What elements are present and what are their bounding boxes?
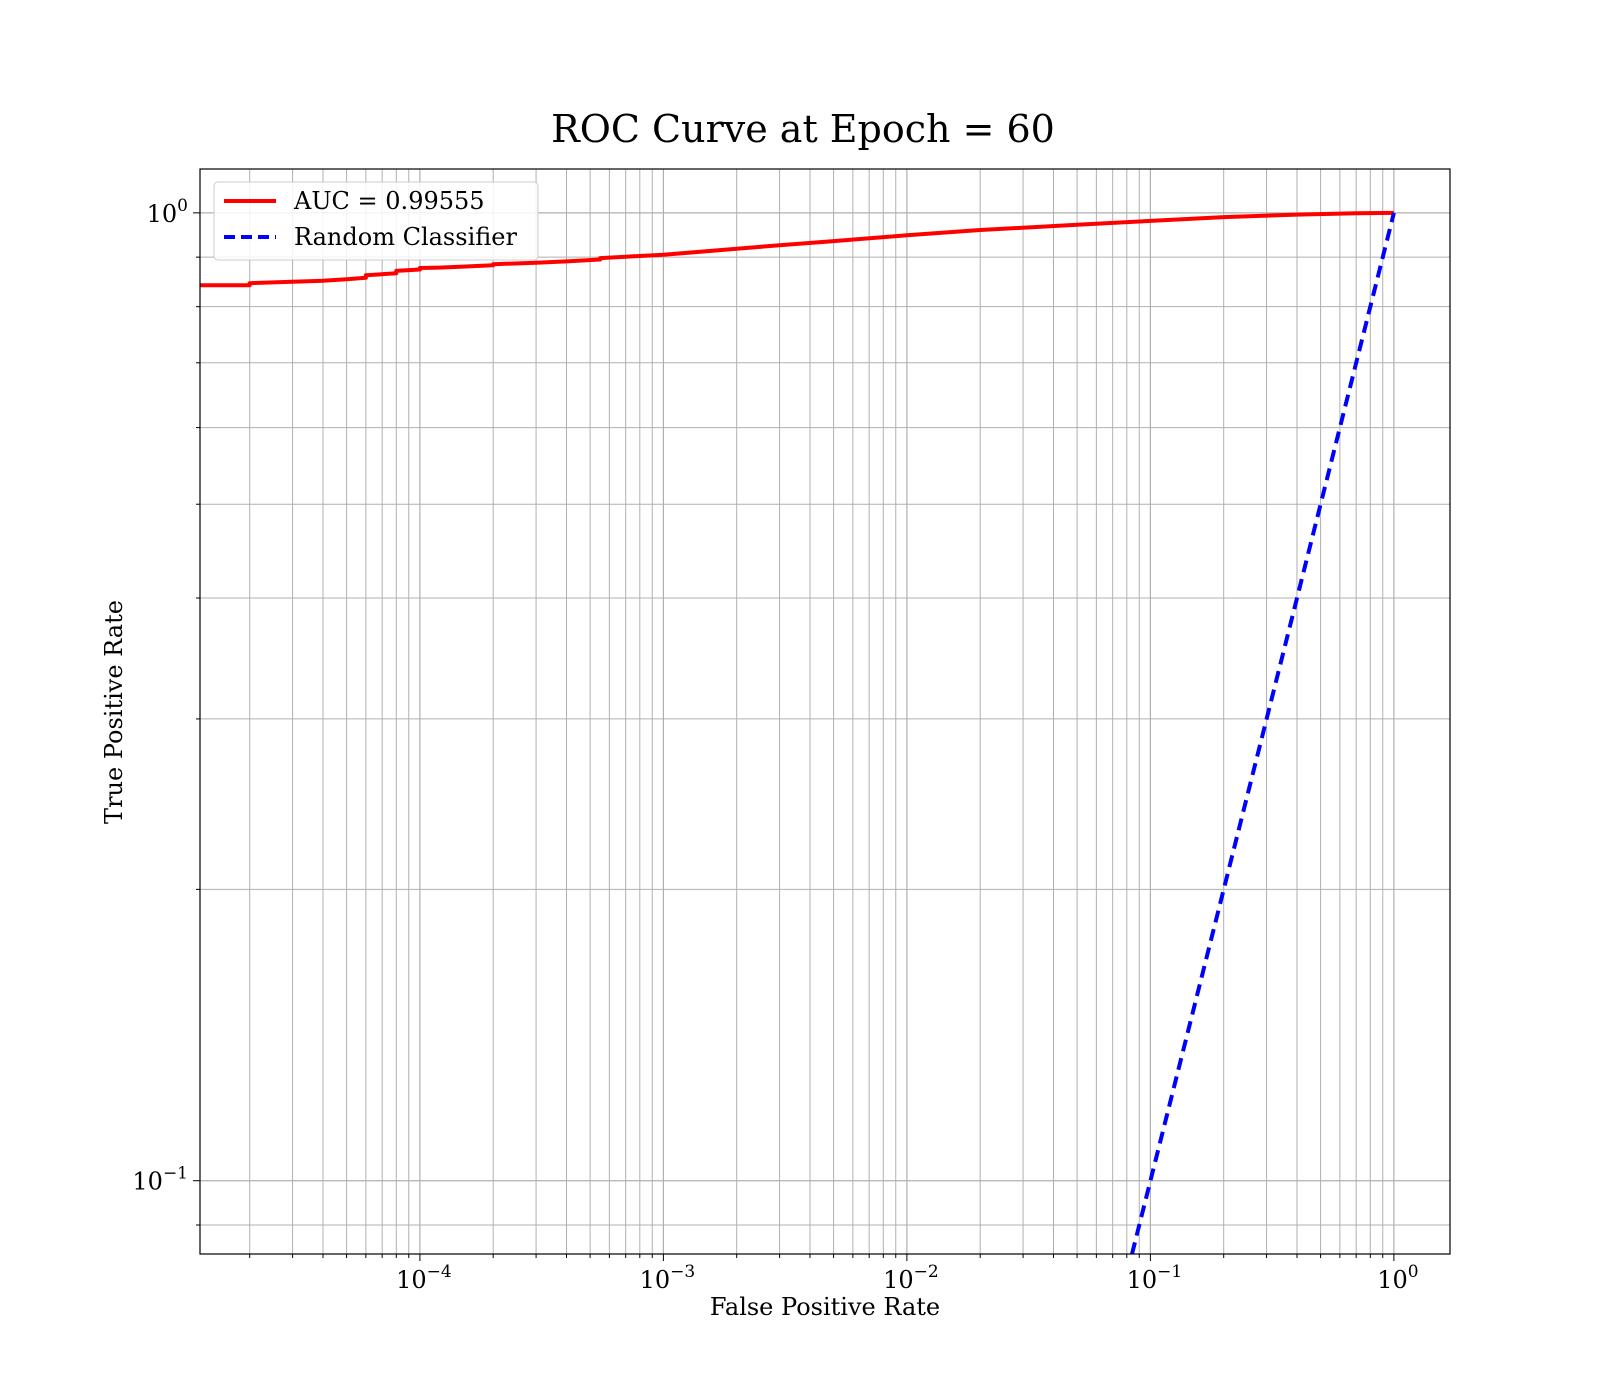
legend-box [213, 181, 539, 261]
y-tick-label: 100 [147, 196, 188, 228]
legend-label-random: Random Classifier [294, 223, 517, 251]
x-tick-label: 10−2 [883, 1262, 939, 1294]
legend-label-auc: AUC = 0.99555 [293, 187, 485, 215]
legend: AUC = 0.99555 Random Classifier [213, 181, 539, 261]
series-layer [200, 210, 1396, 1254]
random-classifier-line [1130, 212, 1396, 1254]
chart-title: ROC Curve at Epoch = 60 [551, 107, 1055, 151]
x-tick-label: 10−1 [1127, 1262, 1183, 1294]
x-tick-label: 10−3 [640, 1262, 696, 1294]
plot-frame [199, 168, 1451, 1255]
x-tick-label: 100 [1377, 1262, 1418, 1294]
x-tick-label: 10−4 [396, 1262, 452, 1294]
tick-marks [193, 212, 1395, 1261]
roc-curve-line [200, 210, 1394, 288]
y-axis-label: True Positive Rate [100, 600, 128, 824]
y-tick-label: 10−1 [132, 1164, 188, 1196]
grid-lines [200, 169, 1450, 1254]
tick-labels: 10−4 10−3 10−2 10−1 100 10−1 100 [132, 196, 1418, 1294]
x-axis-label: False Positive Rate [710, 1293, 940, 1321]
